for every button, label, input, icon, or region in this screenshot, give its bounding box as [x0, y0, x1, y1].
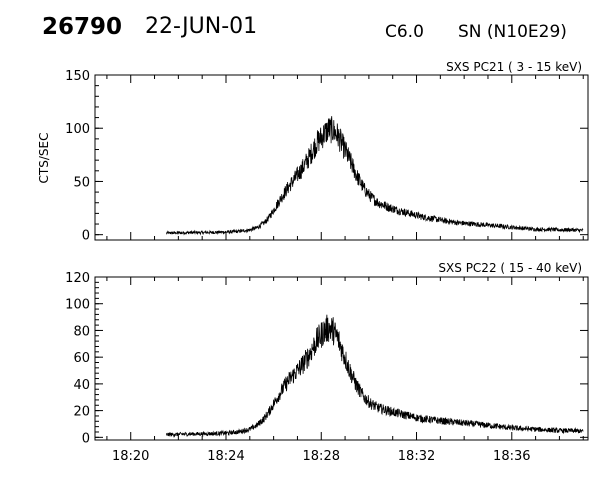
panel-top: SXS PC21 ( 3 - 15 keV) CTS/SEC 0 50 100 150: [37, 60, 589, 244]
ytick-label: 100: [65, 298, 90, 313]
panel-bottom: SXS PC22 ( 15 - 40 keV) 020406080100120 …: [65, 261, 589, 464]
event-id: 26790: [42, 14, 123, 40]
ytick-label: 80: [73, 324, 90, 339]
series-line: [166, 116, 584, 236]
panel-top-title: SXS PC21 ( 3 - 15 keV): [446, 60, 582, 74]
series-line: [166, 314, 584, 438]
xtick-label: 18:28: [303, 449, 340, 464]
xtick-label: 18:36: [493, 449, 530, 464]
panel-top-frame: [94, 74, 589, 241]
flare-class: C6.0: [385, 22, 424, 42]
panel-bottom-title: SXS PC22 ( 15 - 40 keV): [438, 261, 582, 275]
ytick-label: 20: [73, 405, 90, 420]
xtick-label: 18:32: [398, 449, 435, 464]
ytick-label: 150: [65, 69, 90, 84]
panel-bottom-frame: [94, 276, 589, 441]
event-date: 22-JUN-01: [145, 14, 258, 39]
ytick-label: 0: [82, 229, 90, 244]
ytick-label: 50: [73, 175, 90, 190]
ytick-label: 0: [82, 431, 90, 446]
ytick-label: 120: [65, 271, 90, 286]
ytick-label: 40: [73, 378, 90, 393]
panel-top-ylabel: CTS/SEC: [37, 133, 51, 184]
xtick-label: 18:20: [112, 449, 149, 464]
ytick-label: 100: [65, 122, 90, 137]
flare-location: SN (N10E29): [458, 22, 567, 42]
ytick-label: 60: [73, 351, 90, 366]
xtick-label: 18:24: [207, 449, 244, 464]
